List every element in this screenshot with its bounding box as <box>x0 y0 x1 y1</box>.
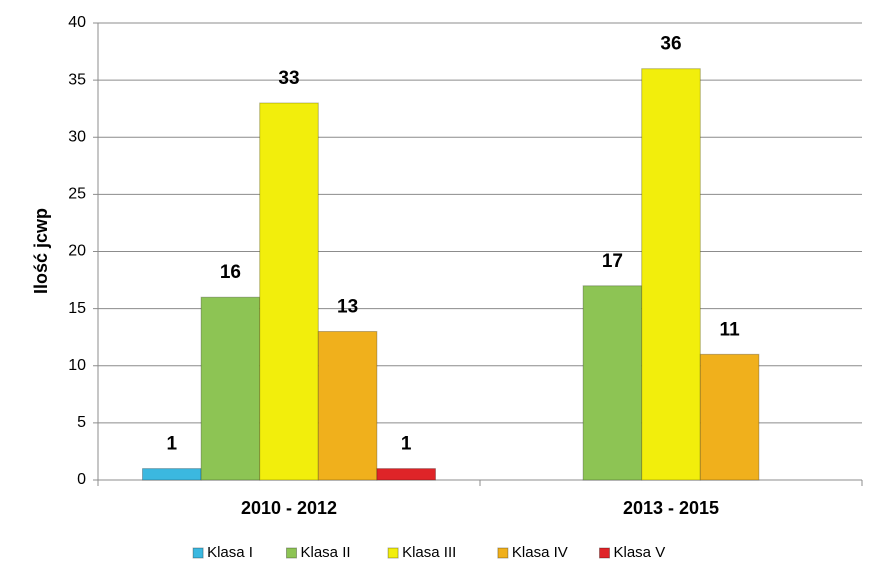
legend-swatch <box>599 547 610 559</box>
y-axis-label: Ilość jcwp <box>31 208 51 294</box>
data-label: 1 <box>401 434 412 455</box>
data-label: 1 <box>167 434 178 455</box>
legend-label: Klasa II <box>301 544 351 561</box>
legend-label: Klasa I <box>207 544 253 561</box>
legend-swatch <box>387 547 399 559</box>
bar <box>376 468 436 481</box>
bar <box>200 296 261 481</box>
bar <box>259 102 319 481</box>
y-tick-label: 20 <box>68 243 86 260</box>
data-label: 13 <box>337 296 358 317</box>
bar <box>641 68 701 481</box>
legend-swatch <box>286 547 297 559</box>
x-tick-label: 2013 - 2015 <box>623 498 719 518</box>
bar <box>582 285 643 481</box>
data-label: 11 <box>720 319 741 340</box>
x-tick-label: 2010 - 2012 <box>241 498 337 518</box>
data-label: 17 <box>602 251 623 272</box>
legend-swatch <box>497 547 509 559</box>
data-label: 33 <box>278 68 299 89</box>
y-tick-label: 15 <box>68 300 86 317</box>
y-tick-label: 25 <box>68 186 86 203</box>
y-tick-label: 0 <box>77 471 86 488</box>
legend-label: Klasa III <box>402 544 456 561</box>
y-tick-label: 35 <box>68 71 86 88</box>
legend-label: Klasa IV <box>512 544 568 561</box>
data-label: 16 <box>220 262 241 283</box>
y-tick-label: 40 <box>68 14 86 31</box>
bar <box>317 330 378 481</box>
y-tick-label: 5 <box>77 414 86 431</box>
y-tick-label: 10 <box>68 357 86 374</box>
y-tick-label: 30 <box>68 128 86 145</box>
data-label: 36 <box>660 34 681 55</box>
legend-label: Klasa V <box>614 544 666 561</box>
bar <box>699 353 760 481</box>
legend-swatch <box>192 547 204 559</box>
bar <box>142 468 202 481</box>
